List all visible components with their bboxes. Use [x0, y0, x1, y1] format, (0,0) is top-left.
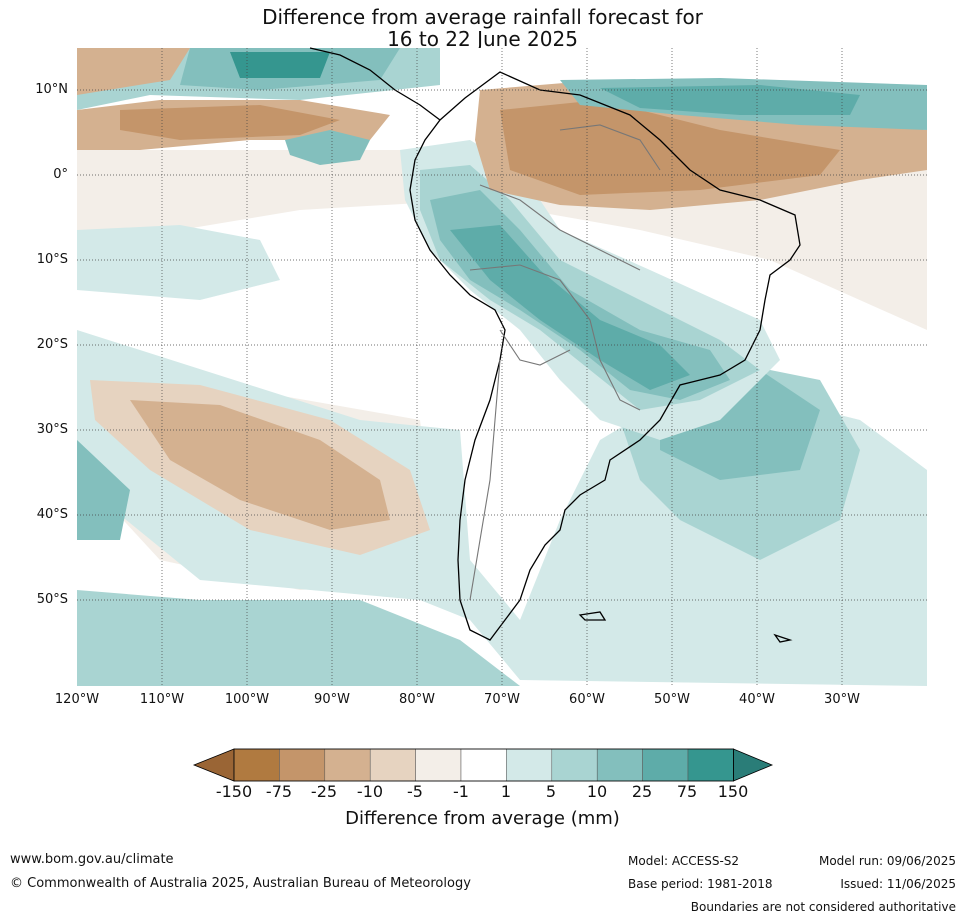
- anomaly-region: [500, 100, 840, 195]
- lon-label: 40°W: [739, 692, 775, 707]
- country-borders: [469, 124, 661, 601]
- anomaly-region: [77, 590, 520, 686]
- colorbar-tick-label: 25: [631, 782, 653, 801]
- lon-label: 70°W: [484, 692, 520, 707]
- model-run-text: Model run: 09/06/2025: [818, 854, 956, 868]
- copyright-text: © Commonwealth of Australia 2025, Austra…: [10, 876, 471, 891]
- colorbar-tick-label: 5: [545, 782, 557, 801]
- colorbar-segment: [551, 748, 598, 782]
- base-period-text: Base period: 1981-2018: [628, 877, 773, 891]
- colorbar-segment: [233, 748, 280, 782]
- colorbar-tick-label: 10: [586, 782, 608, 801]
- colorbar-segment: [324, 748, 371, 782]
- colorbar-tick-label: -5: [407, 782, 423, 801]
- colorbar-segment: [460, 748, 507, 782]
- lat-label: 10°N: [35, 82, 68, 97]
- anomaly-region: [77, 225, 280, 300]
- lon-label: 90°W: [314, 692, 350, 707]
- anomaly-region: [77, 48, 190, 95]
- lon-label: 100°W: [224, 692, 270, 707]
- colorbar-segment: [415, 748, 462, 782]
- colorbar-outline: [233, 748, 734, 782]
- anomaly-region: [285, 130, 370, 165]
- anomaly-region: [230, 52, 330, 78]
- lat-label: 40°S: [36, 507, 68, 522]
- lon-label: 30°W: [824, 692, 860, 707]
- lon-label: 120°W: [54, 692, 100, 707]
- lat-label: 0°: [53, 167, 68, 182]
- lat-label: 10°S: [36, 252, 68, 267]
- lon-label: 110°W: [139, 692, 185, 707]
- lon-label: 60°W: [569, 692, 605, 707]
- colorbar-arrow-left: [192, 748, 235, 782]
- anomaly-region: [600, 85, 860, 115]
- map-title-line-1: Difference from average rainfall forecas…: [262, 5, 703, 29]
- issued-text: Issued: 11/06/2025: [840, 877, 956, 891]
- colorbar-tick-label: 1: [500, 782, 512, 801]
- lat-label: 30°S: [36, 422, 68, 437]
- colorbar-segment: [279, 748, 326, 782]
- colorbar-tick-label: -1: [453, 782, 469, 801]
- colorbar-tick-label: -150: [215, 782, 253, 801]
- colorbar-segment: [596, 748, 643, 782]
- colorbar-tick-label: 75: [676, 782, 698, 801]
- graticule: [77, 48, 927, 686]
- colorbar-title: Difference from average (mm): [345, 808, 620, 829]
- colorbar-tick-label: 150: [717, 782, 749, 801]
- lon-label: 50°W: [654, 692, 690, 707]
- colorbar-segment: [369, 748, 416, 782]
- anomaly-region: [120, 105, 340, 140]
- model-text: Model: ACCESS-S2: [628, 854, 740, 868]
- lat-label: 50°S: [36, 592, 68, 607]
- lon-label: 80°W: [399, 692, 435, 707]
- colorbar-segment: [687, 748, 734, 782]
- anomaly-region: [130, 400, 390, 530]
- colorbar: [192, 748, 774, 782]
- map-title-line-2: 16 to 22 June 2025: [387, 27, 578, 51]
- lat-label: 20°S: [36, 337, 68, 352]
- colorbar-tick-label: -10: [356, 782, 384, 801]
- colorbar-segment: [506, 748, 553, 782]
- disclaimer-text: Boundaries are not considered authoritat…: [690, 900, 956, 914]
- colorbar-arrow-right: [733, 748, 774, 782]
- colorbar-tick-label: -25: [310, 782, 338, 801]
- colorbar-segment: [642, 748, 689, 782]
- colorbar-tick-label: -75: [265, 782, 293, 801]
- website-text: www.bom.gov.au/climate: [10, 852, 174, 867]
- coastlines: [309, 47, 801, 643]
